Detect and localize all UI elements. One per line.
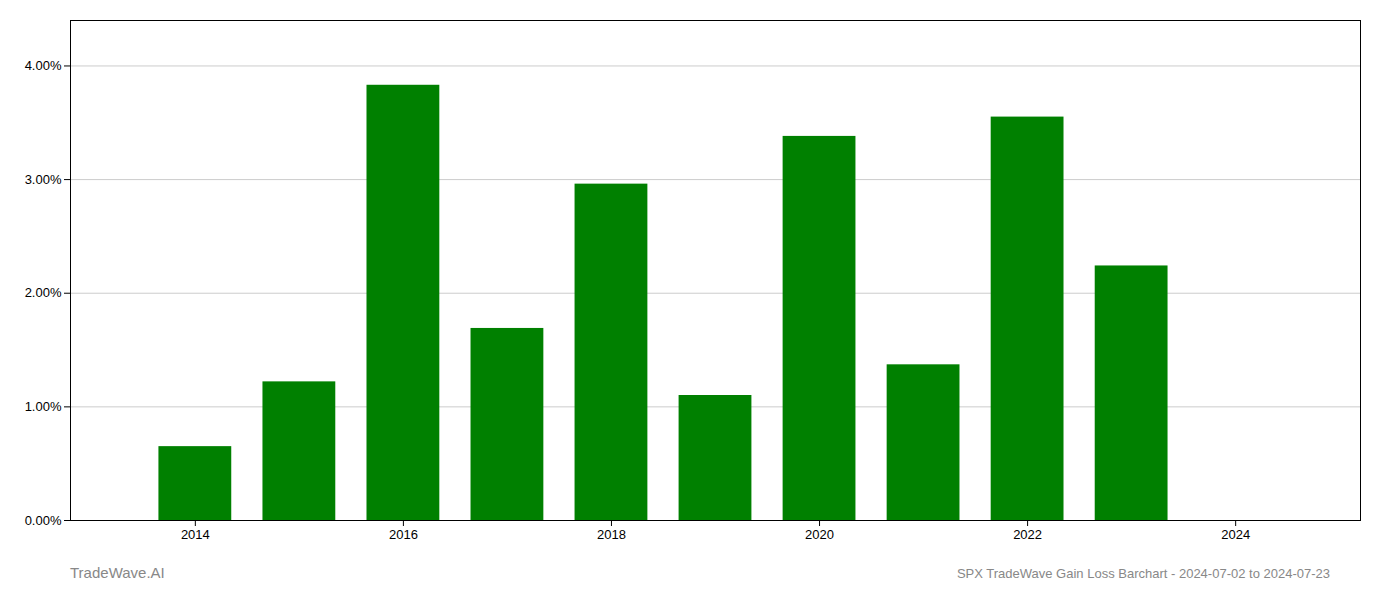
svg-text:2018: 2018: [597, 527, 626, 542]
svg-text:2024: 2024: [1221, 527, 1250, 542]
svg-text:1.00%: 1.00%: [25, 399, 62, 414]
svg-text:2020: 2020: [805, 527, 834, 542]
svg-text:0.00%: 0.00%: [25, 513, 62, 528]
svg-text:2.00%: 2.00%: [25, 285, 62, 300]
svg-text:4.00%: 4.00%: [25, 58, 62, 73]
svg-text:2022: 2022: [1013, 527, 1042, 542]
svg-text:2014: 2014: [181, 527, 210, 542]
svg-text:3.00%: 3.00%: [25, 172, 62, 187]
html-text:SPX TradeWave Gain Loss Barcha: SPX TradeWave Gain Loss Barchart - 2024-…: [956, 566, 1330, 581]
svg-text:2016: 2016: [389, 527, 418, 542]
html-text:TradeWave.AI: TradeWave.AI: [70, 564, 165, 581]
